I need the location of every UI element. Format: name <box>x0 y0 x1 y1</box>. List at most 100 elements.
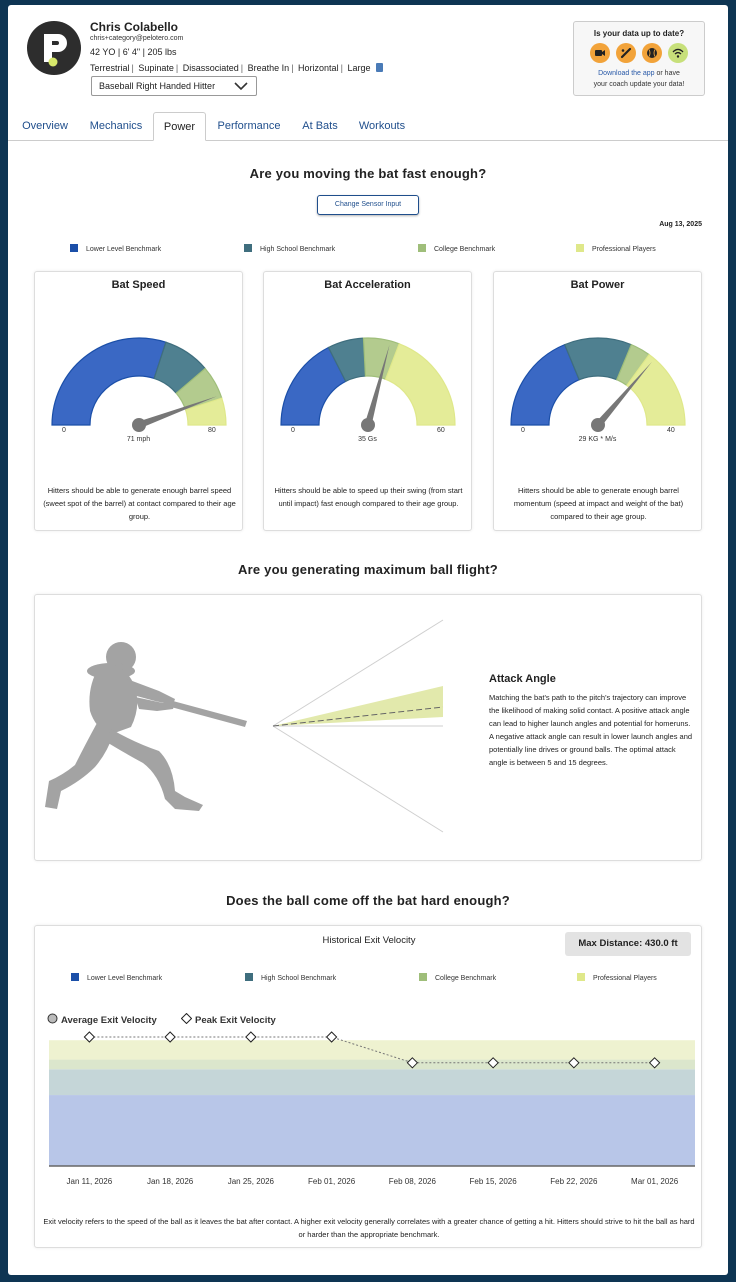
trait: Disassociated <box>182 63 239 73</box>
page: Chris Colabello chris+category@pelotero.… <box>8 5 728 1275</box>
chart-title: Historical Exit Velocity <box>322 935 416 946</box>
legend-item: College Benchmark <box>418 244 495 253</box>
gauge-title: Bat Acceleration <box>324 279 411 291</box>
legend-average-exit-velocity[interactable]: Average Exit Velocity <box>47 1013 157 1026</box>
gauge-description: Hitters should be able to speed up their… <box>274 486 463 508</box>
gauge-band <box>384 343 456 426</box>
gauge-band <box>510 343 581 426</box>
peak-exit-velocity-point[interactable] <box>487 1057 499 1069</box>
gauge-card-bat-power: Bat Power 0 40 29 KG * M/s Hitters shoul… <box>493 271 702 531</box>
user-stats: 42 YO | 6' 4" | 205 lbs <box>90 47 177 57</box>
benchmark-band <box>49 1059 695 1070</box>
user-traits: Terrestrial | Supinate | Disassociated | Br… <box>90 63 383 73</box>
attack-angle-line <box>272 706 444 727</box>
ball-flight-heading: Are you generating maximum ball flight? <box>238 562 498 577</box>
optimal-angle-zone <box>273 686 443 726</box>
trait: Supinate <box>138 63 174 73</box>
peak-exit-velocity-point[interactable] <box>245 1031 257 1043</box>
legend-item: College Benchmark <box>419 973 496 982</box>
chart-legend: Lower Level Benchmark High School Benchm… <box>9 973 677 985</box>
update-title: Is your data up to date? <box>593 29 685 38</box>
peak-exit-velocity-point[interactable] <box>164 1031 176 1043</box>
legend-item: High School Benchmark <box>245 973 336 982</box>
peak-exit-velocity-point[interactable] <box>83 1031 96 1043</box>
batter-silhouette <box>45 642 247 811</box>
update-text-part: or have <box>654 70 680 77</box>
gauge-min: 0 <box>521 427 525 434</box>
upper-bound-line <box>272 619 444 727</box>
trait: Horizontal <box>298 63 339 73</box>
gauge-value: 71 mph <box>126 436 151 443</box>
exit-velocity-heading: Does the ball come off the bat hard enou… <box>226 893 510 908</box>
gauge-needle <box>137 396 217 429</box>
wifi-icon[interactable] <box>668 43 688 63</box>
legend-item: Lower Level Benchmark <box>70 244 161 253</box>
gauge-band <box>625 353 686 426</box>
legend-peak-exit-velocity[interactable]: Peak Exit Velocity <box>180 1012 276 1026</box>
legend-swatch <box>71 973 79 981</box>
download-app-link[interactable]: Download the app <box>598 70 655 77</box>
gauge-max: 60 <box>437 427 445 434</box>
exit-velocity-description: Exit velocity refers to the speed of the… <box>43 1217 695 1239</box>
gauge-value: 35 Gs <box>358 436 377 443</box>
legend-item: Lower Level Benchmark <box>71 973 162 982</box>
legend-swatch <box>244 244 252 252</box>
tab-performance[interactable]: Performance <box>217 120 281 132</box>
tab-mechanics[interactable]: Mechanics <box>89 120 143 132</box>
gauge-min: 0 <box>291 427 295 434</box>
video-icon[interactable] <box>590 43 610 63</box>
tab-overview[interactable]: Overview <box>22 120 68 132</box>
tab-workouts[interactable]: Workouts <box>358 120 406 132</box>
legend-swatch <box>418 244 426 252</box>
bat-speed-heading: Are you moving the bat fast enough? <box>249 166 487 181</box>
peak-exit-velocity-point[interactable] <box>568 1057 580 1069</box>
attack-angle-diagram <box>45 619 444 833</box>
gauge-max: 40 <box>667 427 675 434</box>
update-icons <box>574 43 704 63</box>
user-email: chris+category@pelotero.com <box>90 35 184 42</box>
exit-velocity-card: Jan 11, 2026 Jan 18, 2026 Jan 25, 2026 Feb … <box>34 925 702 1248</box>
attack-angle-title: Attack Angle <box>489 673 556 685</box>
user-name: Chris Colabello <box>90 20 179 34</box>
attack-angle-card: Attack Angle Matching the bat's path to … <box>34 594 702 861</box>
benchmark-band <box>49 1095 695 1166</box>
ball-icon[interactable] <box>642 43 662 63</box>
x-tick-label: Jan 25, 2026 <box>228 1177 275 1186</box>
gauge-band <box>51 337 167 426</box>
tab-at-bats[interactable]: At Bats <box>302 120 338 132</box>
max-distance-badge: Max Distance: 430.0 ft <box>565 932 691 956</box>
circle-marker-icon <box>47 1013 58 1024</box>
gauge-needle <box>595 361 652 428</box>
attack-angle-description: Matching the bat's path to the pitch's t… <box>489 693 693 767</box>
peak-exit-velocity-point[interactable] <box>648 1057 661 1069</box>
x-tick-label: Jan 18, 2026 <box>147 1177 194 1186</box>
peak-exit-velocity-line <box>89 1036 655 1064</box>
data-update-box: Is your data up to date? Download the ap… <box>573 21 705 96</box>
exit-velocity-chart: Jan 11, 2026 Jan 18, 2026 Jan 25, 2026 Feb … <box>49 1031 695 1186</box>
x-tick-label: Feb 22, 2026 <box>550 1177 598 1186</box>
peak-exit-velocity-point[interactable] <box>406 1057 419 1069</box>
legend-swatch <box>577 973 585 981</box>
x-tick-label: Jan 11, 2026 <box>67 1177 113 1186</box>
x-tick-label: Feb 08, 2026 <box>389 1177 437 1186</box>
gauge-hub <box>132 418 146 432</box>
diamond-marker-icon <box>180 1012 193 1025</box>
gauge-description: Hitters should be able to generate enoug… <box>513 486 684 521</box>
legend-item: Professional Players <box>577 973 657 982</box>
legend-swatch <box>419 973 427 981</box>
benchmark-legend: Lower Level Benchmark High School Benchm… <box>8 244 728 256</box>
document-icon[interactable] <box>375 63 383 72</box>
profile-select[interactable]: Baseball Right Handed Hitter <box>91 76 257 96</box>
peak-exit-velocity-point[interactable] <box>325 1031 338 1043</box>
gauge-needle <box>364 344 390 426</box>
bat-acceleration-gauge <box>280 337 456 432</box>
x-tick-label: Feb 15, 2026 <box>470 1177 518 1186</box>
bat-icon[interactable] <box>616 43 636 63</box>
gauge-min: 0 <box>62 427 66 434</box>
tab-power[interactable]: Power <box>153 112 206 141</box>
gauge-description: Hitters should be able to generate enoug… <box>43 486 236 521</box>
tab-bar: Overview Mechanics Power Performance At … <box>8 112 728 141</box>
gauge-hub <box>361 418 375 432</box>
update-text: Download the app or have your coach upda… <box>574 68 704 90</box>
change-sensor-input-button[interactable]: Change Sensor Input <box>317 195 419 215</box>
